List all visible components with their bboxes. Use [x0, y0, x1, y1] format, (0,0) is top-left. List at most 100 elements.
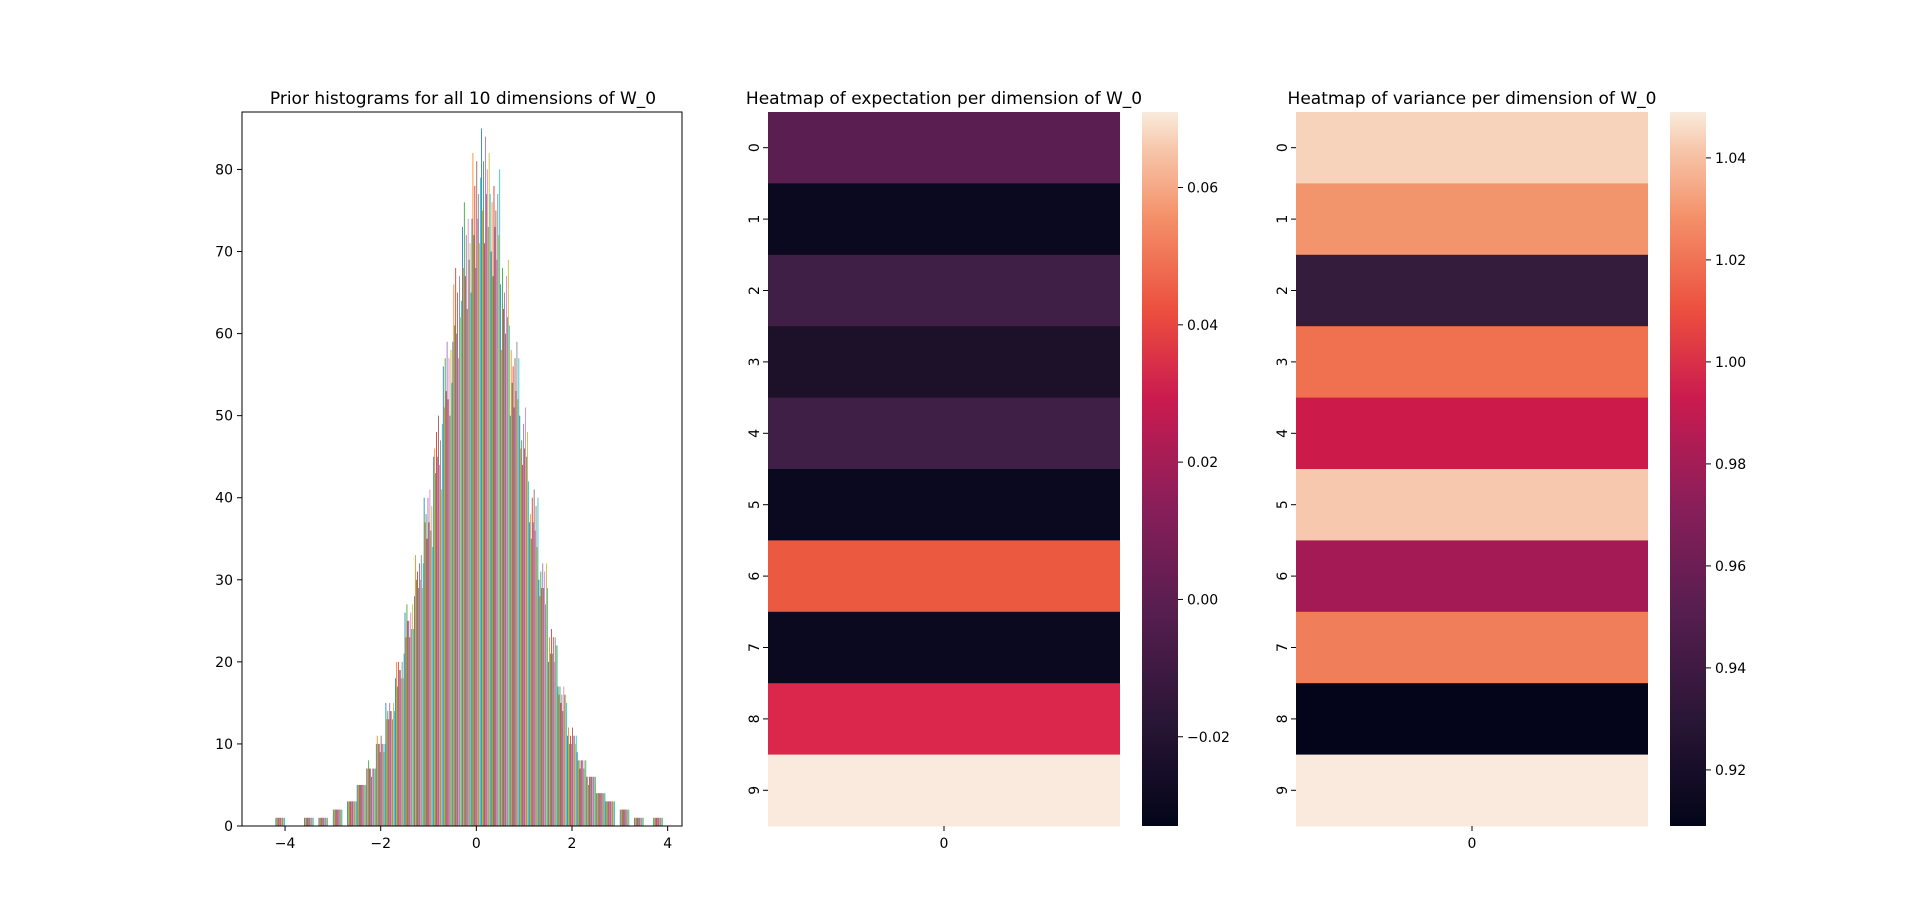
heatmap-cell: [768, 326, 1120, 399]
colorbar-tick-label: 1.00: [1715, 355, 1746, 371]
histogram-bar: [398, 670, 400, 826]
histogram-bar: [537, 497, 539, 826]
expectation-heatmap-panel: Heatmap of expectation per dimension of …: [746, 89, 1230, 852]
histogram-bar: [456, 333, 458, 826]
histogram-bar: [369, 768, 371, 826]
expectation-colorbar-axis: −0.02 0.00 0.02 0.04 0.06: [1178, 181, 1230, 746]
histogram-bar: [562, 711, 564, 826]
histogram-bar: [506, 276, 507, 826]
colorbar-tick-label: 0.04: [1187, 318, 1218, 334]
histogram-bar: [474, 185, 476, 827]
histogram-bar: [351, 801, 352, 826]
histogram-bar: [371, 776, 372, 826]
histogram-bar: [614, 801, 615, 826]
histogram-bar: [607, 801, 609, 826]
y-tick-label: 6: [1275, 572, 1291, 581]
histogram-bar: [638, 817, 639, 826]
heatmap-cell: [1296, 326, 1648, 399]
histogram-bar: [572, 735, 574, 826]
histogram-bar: [438, 415, 439, 826]
heatmap-cell: [1296, 183, 1648, 256]
histogram-bar: [397, 661, 399, 826]
variance-heatmap-x-axis: 0: [1468, 826, 1476, 852]
histogram-bar: [525, 407, 526, 826]
histogram-bar: [358, 784, 360, 826]
colorbar-tick-label: 0.96: [1715, 559, 1746, 575]
histogram-bar: [416, 579, 417, 826]
expectation-heatmap-title: Heatmap of expectation per dimension of …: [746, 89, 1142, 109]
colorbar-tick-label: 0.92: [1715, 763, 1746, 779]
x-tick-label: 0: [940, 836, 949, 852]
histogram-bar: [582, 760, 584, 826]
histogram-bar: [478, 194, 480, 826]
histogram-bar: [412, 604, 414, 826]
histogram-bar: [583, 768, 585, 826]
histogram-bar: [508, 325, 510, 826]
histogram-bar: [360, 784, 362, 826]
histogram-bar: [375, 743, 377, 826]
histogram-bar: [455, 267, 457, 826]
histogram-bar: [504, 292, 505, 826]
histogram-bar: [619, 809, 621, 826]
histogram-bar: [580, 760, 582, 826]
histogram-bar: [468, 259, 470, 827]
histogram-x-axis: −4 −2 0 2 4: [275, 826, 672, 852]
histogram-bar: [612, 801, 613, 826]
histogram-bar: [451, 382, 453, 826]
colorbar-tick-label: 0.94: [1715, 661, 1746, 677]
histogram-bar: [481, 128, 482, 826]
y-tick-label: 9: [1275, 786, 1291, 795]
histogram-bar: [348, 801, 349, 826]
histogram-bar: [341, 809, 343, 826]
histogram-bar: [458, 358, 459, 826]
histogram-bar: [531, 497, 533, 826]
histogram-bar: [526, 456, 527, 826]
histogram-bar: [373, 768, 374, 826]
histogram-bar: [306, 817, 307, 826]
histogram-bar: [364, 784, 366, 826]
histogram-bar: [304, 817, 305, 826]
histogram-bar: [278, 817, 280, 826]
histogram-bar: [444, 358, 446, 826]
histogram-bar: [472, 153, 474, 826]
histogram-bar: [510, 350, 512, 826]
histogram-bar: [560, 702, 562, 826]
histogram-bar: [486, 169, 488, 826]
histogram-bar: [336, 809, 338, 826]
histogram-panel: Prior histograms for all 10 dimensions o…: [215, 89, 683, 852]
histogram-bar: [579, 768, 581, 826]
histogram-bar: [426, 538, 428, 826]
histogram-bar: [441, 423, 443, 826]
histogram-bar: [538, 579, 540, 826]
histogram-bar: [365, 784, 367, 826]
histogram-bar: [464, 276, 466, 826]
histogram-bar: [554, 637, 556, 826]
histogram-bar: [424, 522, 426, 826]
histogram-bar: [391, 711, 393, 826]
histogram-bar: [362, 784, 364, 826]
histogram-bar: [430, 530, 432, 826]
expectation-heatmap-y-axis: 0 1 2 3 4 5 6 7 8 9: [747, 143, 768, 795]
histogram-bar: [305, 817, 306, 826]
histogram-bar: [528, 481, 529, 826]
histogram-bar: [418, 588, 419, 826]
y-tick-label: 7: [747, 643, 763, 652]
histogram-bar: [565, 694, 567, 826]
histogram-bar: [466, 308, 468, 827]
heatmap-cell: [1296, 254, 1648, 327]
histogram-bar: [428, 522, 430, 826]
histogram-bar: [323, 817, 325, 826]
histogram-bar: [532, 522, 534, 826]
histogram-bar: [384, 743, 386, 826]
histogram-bar: [380, 735, 382, 826]
histogram-bar: [549, 637, 550, 826]
histogram-bar: [637, 817, 638, 826]
histogram-bar: [347, 801, 349, 826]
histogram-bar: [594, 776, 595, 826]
histogram-bar: [524, 448, 525, 826]
histogram-bar: [500, 284, 502, 827]
histogram-bar: [352, 801, 354, 826]
colorbar-tick-label: 0.06: [1187, 181, 1218, 197]
histogram-bar: [559, 686, 561, 826]
histogram-bar: [655, 817, 657, 826]
